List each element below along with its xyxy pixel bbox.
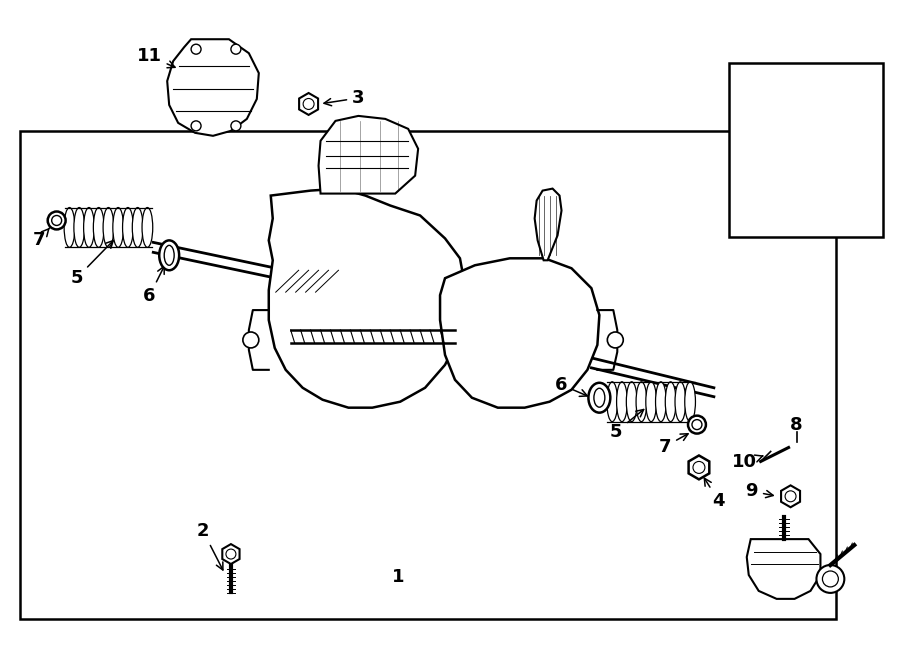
Text: 9: 9 bbox=[745, 483, 773, 500]
Polygon shape bbox=[319, 116, 418, 193]
Circle shape bbox=[608, 332, 624, 348]
Circle shape bbox=[51, 216, 61, 226]
Polygon shape bbox=[269, 189, 465, 408]
Text: 10: 10 bbox=[733, 453, 763, 471]
Circle shape bbox=[231, 44, 241, 54]
Circle shape bbox=[231, 121, 241, 131]
Circle shape bbox=[823, 571, 839, 587]
Polygon shape bbox=[747, 539, 821, 599]
Ellipse shape bbox=[132, 207, 143, 248]
Bar bbox=[20, 131, 836, 619]
Polygon shape bbox=[781, 485, 800, 507]
Ellipse shape bbox=[74, 207, 85, 248]
Polygon shape bbox=[440, 258, 599, 408]
Ellipse shape bbox=[665, 382, 676, 422]
Ellipse shape bbox=[164, 246, 175, 265]
Ellipse shape bbox=[142, 207, 153, 248]
Text: 1: 1 bbox=[392, 568, 404, 586]
Ellipse shape bbox=[636, 382, 647, 422]
Text: 6: 6 bbox=[143, 266, 164, 305]
Ellipse shape bbox=[616, 382, 627, 422]
Text: 7: 7 bbox=[32, 228, 50, 250]
Circle shape bbox=[191, 121, 201, 131]
Circle shape bbox=[191, 44, 201, 54]
Ellipse shape bbox=[675, 382, 686, 422]
Polygon shape bbox=[167, 39, 259, 136]
Bar bbox=[729, 63, 883, 238]
Polygon shape bbox=[688, 455, 709, 479]
Text: 8: 8 bbox=[790, 416, 803, 434]
Ellipse shape bbox=[104, 207, 113, 248]
Ellipse shape bbox=[159, 240, 179, 270]
Ellipse shape bbox=[607, 382, 617, 422]
Ellipse shape bbox=[112, 207, 123, 248]
Text: 11: 11 bbox=[137, 47, 175, 68]
Ellipse shape bbox=[84, 207, 94, 248]
Text: 5: 5 bbox=[610, 410, 644, 441]
Ellipse shape bbox=[655, 382, 666, 422]
Text: 3: 3 bbox=[324, 89, 365, 107]
Text: 4: 4 bbox=[705, 478, 725, 510]
Circle shape bbox=[693, 461, 705, 473]
Ellipse shape bbox=[94, 207, 104, 248]
Polygon shape bbox=[299, 93, 318, 115]
Ellipse shape bbox=[122, 207, 133, 248]
Circle shape bbox=[785, 491, 796, 502]
Circle shape bbox=[48, 211, 66, 230]
Circle shape bbox=[303, 99, 314, 109]
Ellipse shape bbox=[685, 382, 696, 422]
Text: 5: 5 bbox=[70, 240, 113, 287]
Circle shape bbox=[226, 549, 236, 559]
Ellipse shape bbox=[594, 388, 605, 407]
Text: 6: 6 bbox=[555, 376, 588, 397]
Ellipse shape bbox=[64, 207, 75, 248]
Ellipse shape bbox=[589, 383, 610, 412]
Polygon shape bbox=[222, 544, 239, 564]
Circle shape bbox=[688, 416, 706, 434]
Circle shape bbox=[816, 565, 844, 593]
Polygon shape bbox=[535, 189, 562, 260]
Text: 7: 7 bbox=[659, 434, 688, 455]
Circle shape bbox=[692, 420, 702, 430]
Text: 2: 2 bbox=[197, 522, 223, 570]
Ellipse shape bbox=[646, 382, 656, 422]
Circle shape bbox=[243, 332, 259, 348]
Ellipse shape bbox=[626, 382, 637, 422]
